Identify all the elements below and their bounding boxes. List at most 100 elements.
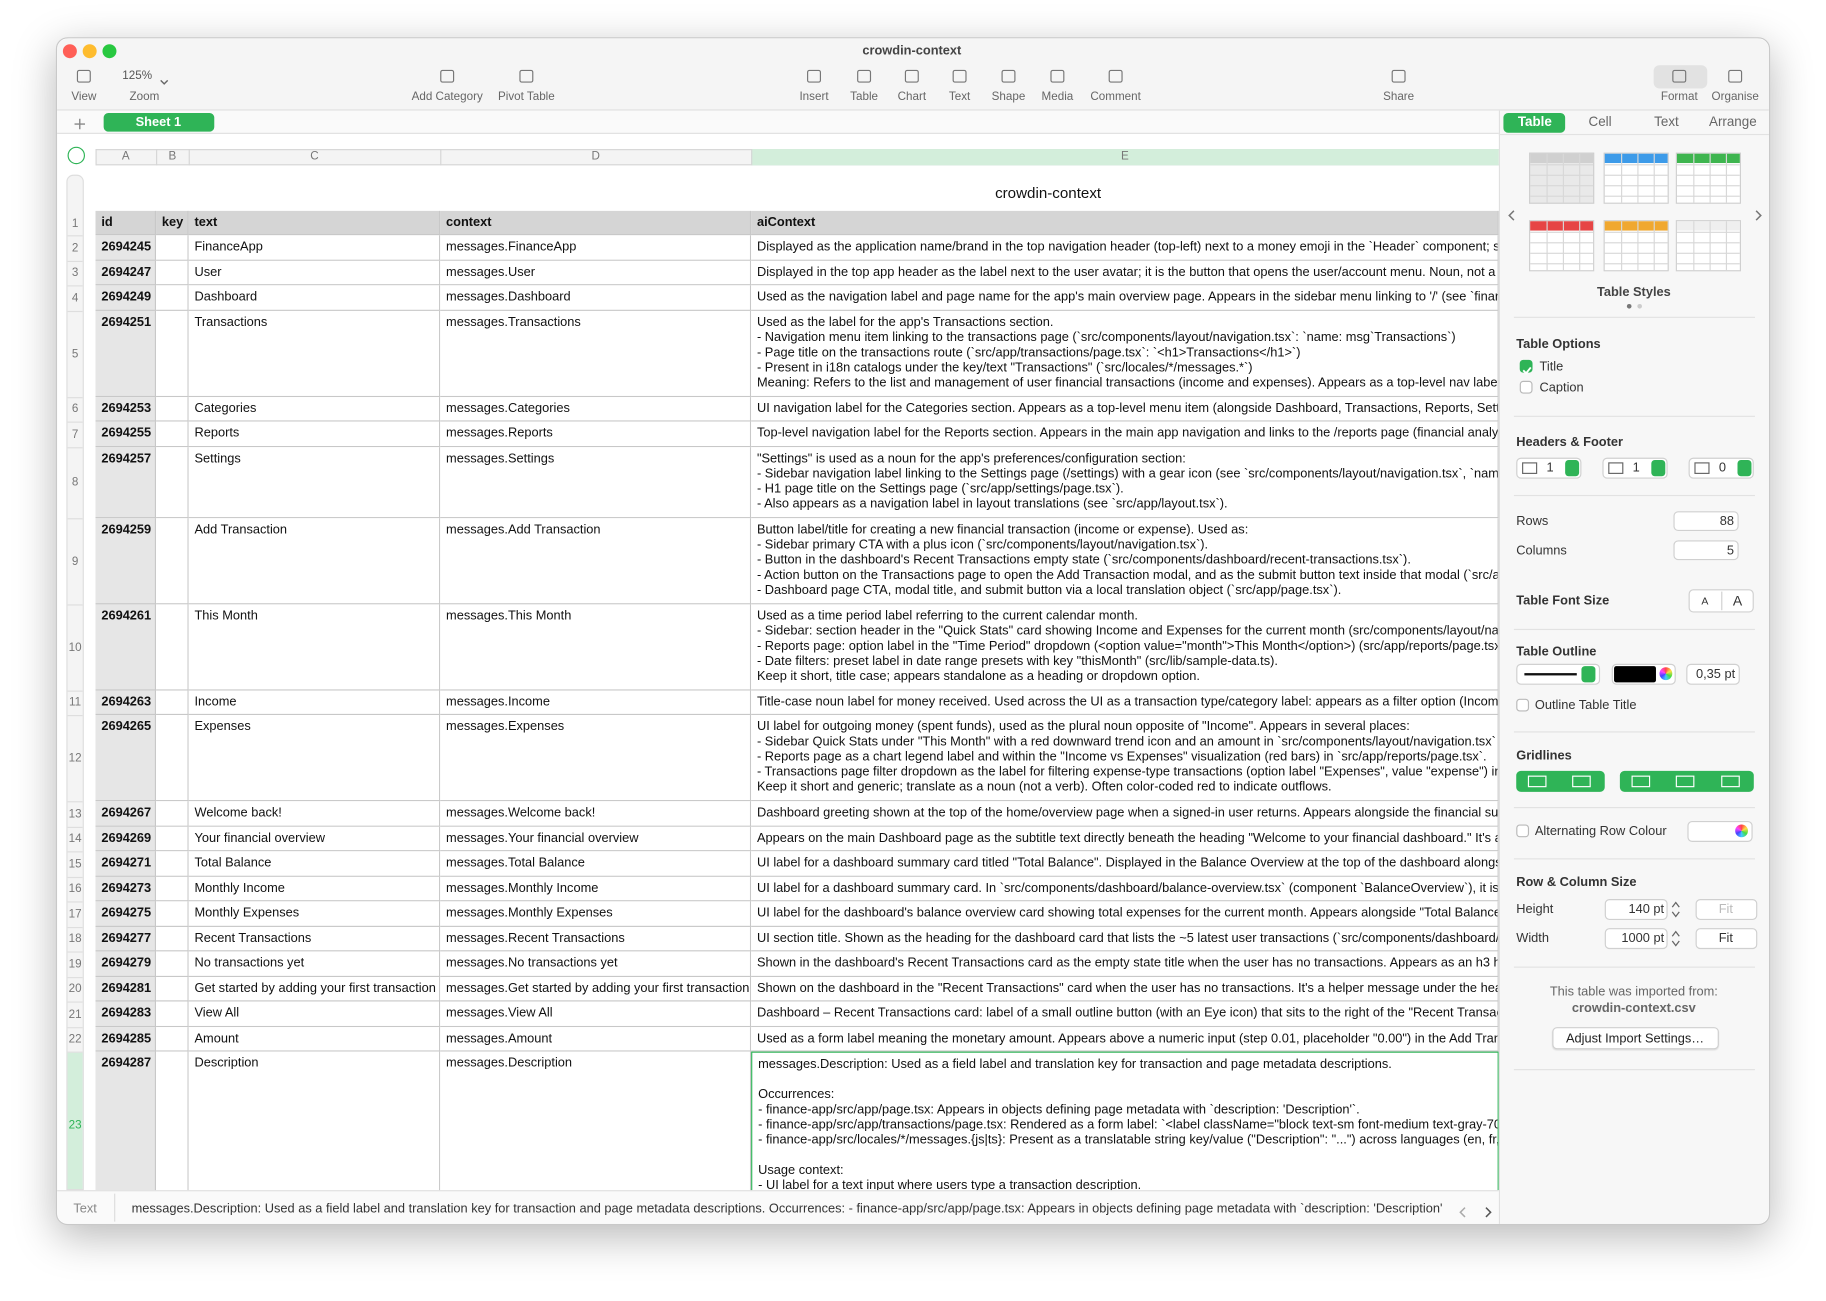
table-style-thumb[interactable] (1529, 220, 1595, 272)
table-cell[interactable]: Dashboard – Recent Transactions card: la… (751, 1001, 1499, 1027)
table-cell[interactable]: messages.Dashboard (440, 285, 752, 311)
inspector-tab[interactable]: Cell (1588, 115, 1612, 130)
column-letter[interactable]: C (310, 150, 319, 164)
table-cell[interactable]: Used as the navigation label and page na… (751, 285, 1499, 311)
table-cell[interactable] (156, 421, 189, 447)
table-cell[interactable]: 2694267 (95, 801, 157, 827)
row-number[interactable]: 14 (67, 827, 83, 853)
column-letter[interactable]: B (168, 150, 177, 164)
header-cell[interactable]: text (188, 210, 441, 236)
table-cell[interactable]: messages.Settings (440, 446, 752, 518)
table-cell[interactable]: 2694249 (95, 285, 157, 311)
table-cell[interactable]: messages.Your financial overview (440, 826, 752, 852)
table-cell[interactable]: messages.Welcome back! (440, 801, 752, 827)
stepper-value[interactable]: 0 (1718, 461, 1726, 476)
table-cell[interactable]: Appears on the main Dashboard page as th… (751, 826, 1499, 852)
table-cell[interactable]: messages.Expenses (440, 715, 752, 802)
row-number[interactable]: 13 (67, 802, 83, 828)
table-style-thumb[interactable] (1603, 152, 1669, 204)
table-cell[interactable]: 2694287 (95, 1051, 157, 1191)
table-cell[interactable]: UI label for a dashboard summary card ti… (751, 851, 1499, 877)
import-button[interactable] (1552, 1027, 1719, 1050)
row-number[interactable]: 15 (67, 852, 83, 878)
field[interactable] (1604, 928, 1668, 950)
zoom-value[interactable]: 125% (122, 69, 153, 83)
field[interactable] (1673, 540, 1739, 561)
toolbar-label[interactable]: Add Category (411, 90, 483, 104)
toolbar-label[interactable]: Shape (991, 90, 1026, 104)
table-cell[interactable] (156, 951, 189, 977)
table-cell[interactable] (156, 603, 189, 690)
table-cell[interactable]: Button label/title for creating a new fi… (751, 517, 1499, 604)
column-letter[interactable]: D (591, 150, 600, 164)
field[interactable] (1686, 663, 1740, 685)
field[interactable] (1673, 511, 1739, 532)
table-cell[interactable] (156, 285, 189, 311)
option-label[interactable]: Caption (1539, 380, 1584, 395)
field-value[interactable]: 1000 pt (1621, 931, 1665, 946)
table-cell[interactable] (156, 517, 189, 604)
table-cell[interactable]: 2694285 (95, 1026, 157, 1052)
table-cell[interactable] (156, 396, 189, 422)
toolbar-icon[interactable] (952, 69, 967, 83)
table-cell[interactable]: messages.Recent Transactions (440, 926, 752, 952)
table-cell[interactable]: UI label for outgoing money (spent funds… (751, 715, 1499, 802)
toolbar-icon[interactable] (1001, 69, 1016, 83)
table-cell[interactable]: 2694269 (95, 826, 157, 852)
table-cell[interactable] (156, 446, 189, 518)
toolbar-label[interactable]: View (71, 90, 97, 104)
header-cell[interactable]: aiContext (751, 210, 1499, 236)
toolbar-icon[interactable] (904, 69, 919, 83)
toolbar-icon[interactable] (519, 69, 534, 83)
row-number[interactable]: 23 (67, 1052, 83, 1189)
table-cell[interactable]: messages.Income (440, 689, 752, 716)
table-style-thumb[interactable] (1603, 220, 1669, 272)
table-cell[interactable] (156, 926, 189, 952)
toolbar-icon[interactable] (1108, 69, 1123, 83)
table-style-thumb[interactable] (1675, 220, 1741, 272)
table-cell[interactable]: 2694271 (95, 851, 157, 877)
table-cell[interactable]: messages.User (440, 260, 752, 286)
table-cell[interactable]: Used as a form label meaning the monetar… (751, 1026, 1499, 1052)
row-number[interactable]: 9 (67, 519, 83, 605)
gridline-buttons[interactable] (1619, 770, 1754, 792)
row-number[interactable]: 2 (67, 236, 83, 262)
row-number[interactable]: 22 (67, 1028, 83, 1053)
toolbar-icon[interactable] (1728, 69, 1743, 83)
table-cell[interactable] (156, 235, 189, 261)
table-cell[interactable]: 2694275 (95, 901, 157, 927)
table-cell[interactable]: Settings (188, 446, 441, 518)
table-cell[interactable] (156, 1001, 189, 1027)
table-cell[interactable]: Shown in the dashboard's Recent Transact… (751, 951, 1499, 977)
stepper-value[interactable]: 1 (1632, 461, 1640, 476)
row-number[interactable]: 11 (67, 691, 83, 717)
table-cell[interactable]: UI navigation label for the Categories s… (751, 396, 1499, 422)
fit-button-label[interactable]: Fit (1718, 931, 1733, 946)
table-cell[interactable]: messages.Amount (440, 1026, 752, 1052)
import-button-label[interactable]: Adjust Import Settings… (1565, 1031, 1705, 1046)
option-label[interactable]: Title (1539, 359, 1564, 374)
row-number[interactable]: 18 (67, 928, 83, 953)
table-cell[interactable] (156, 876, 189, 902)
table-cell[interactable]: This Month (188, 603, 441, 690)
table-cell[interactable]: messages.Get started by adding your firs… (440, 976, 752, 1002)
toolbar-label[interactable]: Share (1383, 90, 1415, 104)
table-cell[interactable]: Displayed as the application name/brand … (751, 235, 1499, 261)
row-number[interactable]: 5 (67, 312, 83, 398)
stepper-button[interactable] (1581, 666, 1596, 683)
table-cell[interactable]: 2694273 (95, 876, 157, 902)
table-cell[interactable]: Total Balance (188, 851, 441, 877)
table-cell[interactable]: FinanceApp (188, 235, 441, 261)
window-control[interactable] (82, 44, 97, 59)
toolbar-label[interactable]: Pivot Table (497, 90, 555, 104)
table-cell[interactable]: Dashboard greeting shown at the top of t… (751, 801, 1499, 827)
table-cell[interactable] (156, 826, 189, 852)
header-cell[interactable]: id (95, 210, 157, 236)
table-cell[interactable] (156, 1026, 189, 1052)
table-cell[interactable]: UI label for a dashboard summary card. I… (751, 876, 1499, 902)
checkbox[interactable] (1516, 824, 1530, 838)
table-cell[interactable]: Income (188, 689, 441, 716)
inspector-tab[interactable]: Table (1517, 115, 1552, 130)
field[interactable] (1604, 899, 1668, 920)
table-cell[interactable]: messages.View All (440, 1001, 752, 1027)
